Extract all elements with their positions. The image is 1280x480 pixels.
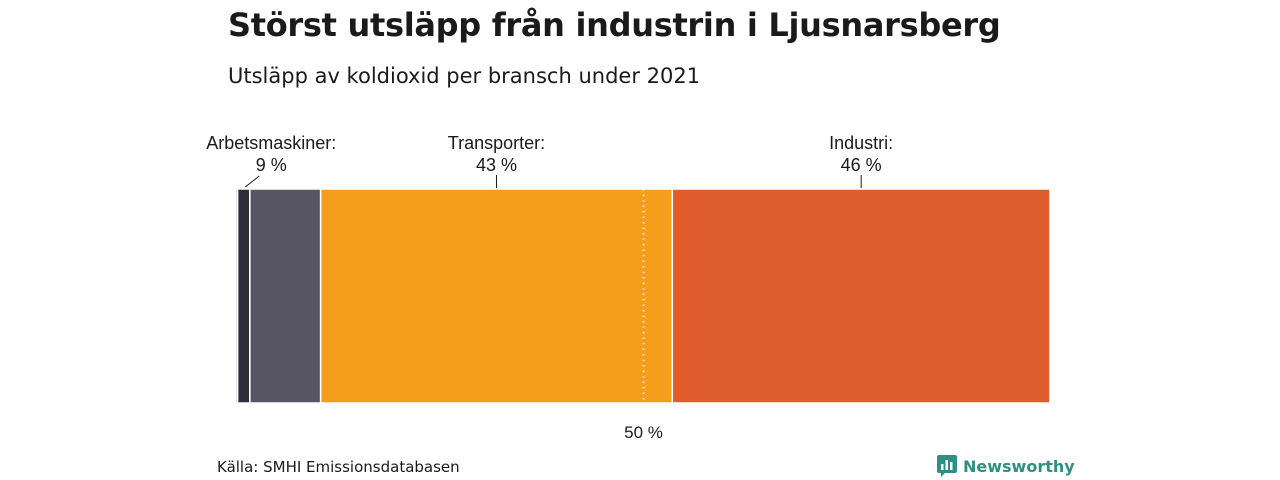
bar-segment-2 [249,188,322,404]
segment-label-3: Transporter: [448,133,545,153]
chart-subtitle: Utsläpp av koldioxid per bransch under 2… [228,64,701,88]
segment-value-label-4: 46 % [841,155,882,175]
segment-label-2: Arbetsmaskiner: [206,133,336,153]
segment-value-label-2: 9 % [256,155,287,175]
bar-segments [235,188,1051,404]
segment-leader-2 [244,175,260,188]
segment-label-4: Industri: [829,133,893,153]
source-note: Källa: SMHI Emissionsdatabasen [217,458,460,476]
brand-name: Newsworthy [963,456,1075,476]
bar-segment-1 [236,188,251,404]
segment-value-label-3: 43 % [476,155,517,175]
stacked-bar-chart: Arbetsmaskiner:9 % Transporter:43 % Indust… [206,133,1051,442]
chart-title: Störst utsläpp från industrin i Ljusnars… [228,6,1001,44]
segment-callouts: Arbetsmaskiner:9 % Transporter:43 % Indust… [206,133,893,188]
bar-segment-3 [319,188,674,404]
newsworthy-logo-icon [937,455,957,477]
reference-line-group: 50 % [624,189,663,442]
bar-segment-4 [671,188,1051,404]
reference-line-label: 50 % [624,423,663,442]
brand-logo: Newsworthy [937,455,1075,477]
